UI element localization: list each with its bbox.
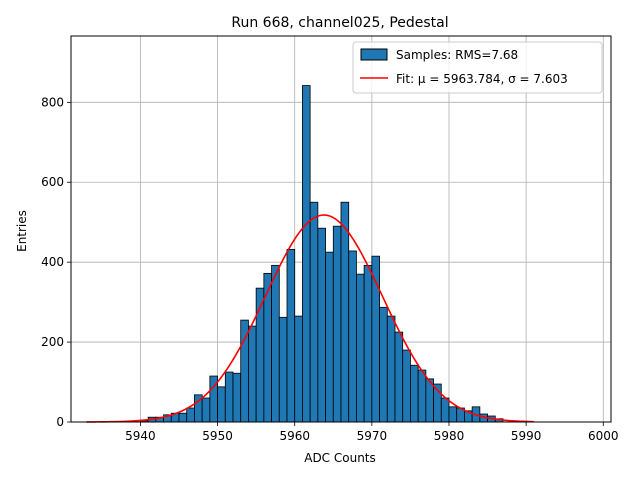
legend-swatch-samples xyxy=(360,48,388,61)
histogram-bar xyxy=(224,371,234,423)
x-tick-label: 5980 xyxy=(434,429,465,443)
histogram-bars xyxy=(140,85,504,423)
histogram-bar xyxy=(340,201,350,423)
y-tick-label: 200 xyxy=(41,335,64,349)
histogram-bar xyxy=(448,406,458,423)
histogram-bar xyxy=(379,306,388,423)
histogram-bar xyxy=(363,264,373,423)
histogram-bar xyxy=(348,250,357,423)
x-tick-label: 5940 xyxy=(125,429,156,443)
histogram-bar xyxy=(440,397,450,423)
y-tick-label: 400 xyxy=(41,255,64,269)
histogram-bar xyxy=(410,364,419,423)
fit-curve-group xyxy=(86,214,534,423)
histogram-bar xyxy=(178,412,188,423)
x-tick-label: 5950 xyxy=(202,429,233,443)
x-axis-ticks: 5940 5950 5960 5970 5980 5990 6000 xyxy=(125,422,619,443)
histogram-bar xyxy=(186,407,195,423)
x-tick-label: 5970 xyxy=(357,429,388,443)
histogram-bar xyxy=(302,85,311,423)
legend: Samples: RMS=7.68 Fit: μ = 5963.784, σ =… xyxy=(352,41,603,94)
plot-frame xyxy=(70,35,612,423)
histogram-bar xyxy=(217,386,226,423)
histogram-bar xyxy=(394,331,404,423)
histogram-bar xyxy=(201,397,211,423)
histogram-bar xyxy=(278,316,288,423)
histogram-bar xyxy=(294,315,303,423)
histogram-bar xyxy=(417,369,427,423)
histogram-bar xyxy=(332,225,342,423)
fit-curve xyxy=(86,214,534,423)
y-tick-label: 600 xyxy=(41,175,64,189)
y-tick-label: 0 xyxy=(56,415,64,429)
histogram-bar xyxy=(309,201,319,423)
histogram-bar xyxy=(386,315,396,423)
legend-label-fit: Fit: μ = 5963.784, σ = 7.603 xyxy=(396,72,568,86)
x-tick-label: 5990 xyxy=(511,429,542,443)
y-tick-label: 800 xyxy=(41,95,64,109)
y-axis-ticks: 0 200 400 600 800 xyxy=(41,95,71,429)
y-axis-label: Entries xyxy=(15,210,29,252)
legend-box xyxy=(352,41,603,94)
histogram-bar xyxy=(356,273,365,423)
x-axis-label: ADC Counts xyxy=(304,451,376,465)
histogram-bar xyxy=(271,264,280,423)
x-tick-label: 5960 xyxy=(279,429,310,443)
legend-label-samples: Samples: RMS=7.68 xyxy=(396,48,518,62)
histogram-bar xyxy=(317,227,326,423)
histogram-bar xyxy=(286,248,296,423)
x-tick-label: 6000 xyxy=(588,429,619,443)
histogram-bar xyxy=(232,372,242,423)
histogram-bar xyxy=(248,325,257,423)
chart-title: Run 668, channel025, Pedestal xyxy=(231,15,448,31)
histogram-bar xyxy=(402,349,411,423)
histogram-bar xyxy=(325,251,334,423)
